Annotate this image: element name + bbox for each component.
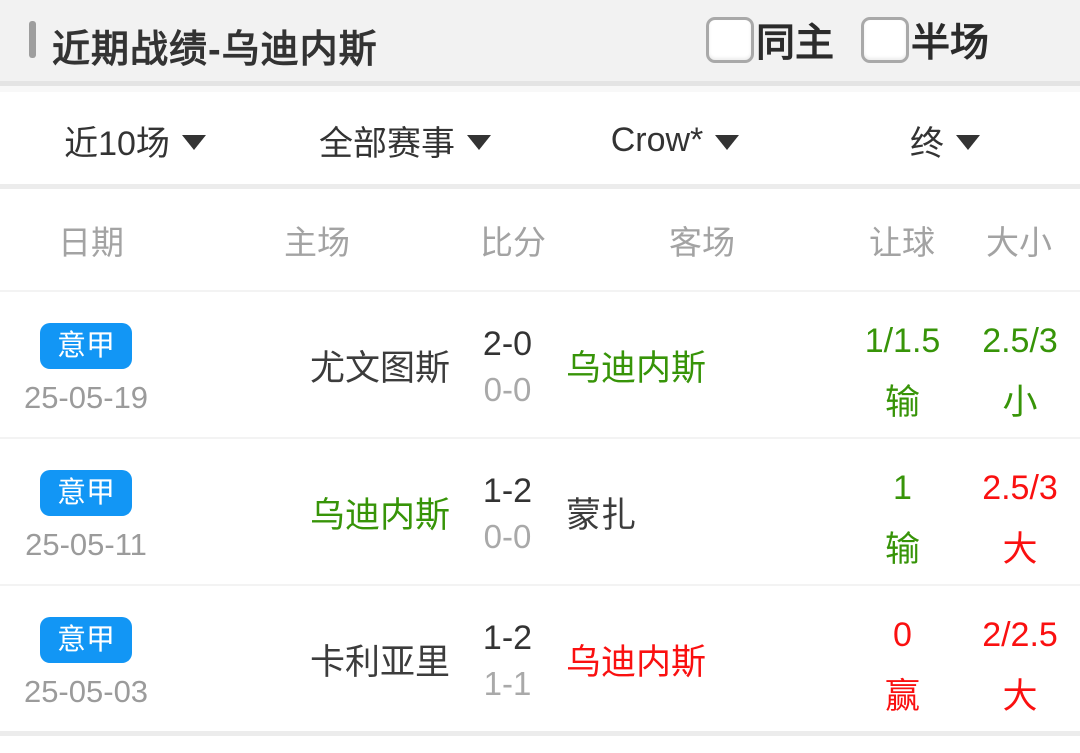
handicap-result: 赢 (884, 677, 920, 716)
col-header-date: 日期 (58, 223, 124, 261)
col-header-over-under: 大小 (986, 223, 1052, 261)
league-date-cell: 意甲 25-05-03 (20, 586, 152, 733)
filter-bookmaker-label: Crow* (610, 121, 704, 159)
score-half-time: 0-0 (483, 518, 532, 555)
half-time-checkbox-item: 半场 (861, 12, 989, 68)
home-team: 卡利亚里 (309, 643, 450, 682)
handicap-line: 1/1.5 (864, 322, 941, 360)
match-date: 25-05-19 (23, 380, 149, 415)
home-team: 尤文图斯 (309, 349, 450, 388)
dropdown-arrow-icon (467, 135, 491, 150)
handicap-result: 输 (884, 383, 920, 422)
league-date-cell: 意甲 25-05-11 (20, 439, 152, 586)
score-full-time: 2-0 (482, 325, 533, 363)
handicap-result: 输 (884, 530, 920, 569)
over-under-cell: 2/2.5 大 (945, 586, 1080, 733)
title-accent-bar (29, 21, 36, 58)
dropdown-arrow-icon (956, 135, 980, 150)
over-under-result: 大 (1002, 530, 1038, 569)
over-under-cell: 2.5/3 大 (945, 439, 1080, 586)
over-under-result: 小 (1002, 383, 1038, 422)
league-badge: 意甲 (40, 323, 132, 369)
divider (0, 184, 1080, 189)
col-header-score: 比分 (480, 223, 546, 261)
dropdown-arrow-icon (715, 135, 740, 150)
divider (0, 731, 1080, 736)
half-time-checkbox[interactable] (861, 17, 910, 63)
half-time-checkbox-label[interactable]: 半场 (911, 22, 990, 65)
away-team: 蒙扎 (566, 496, 637, 535)
col-header-home: 主场 (284, 223, 350, 261)
match-date: 25-05-03 (23, 674, 149, 709)
score-cell: 1-2 1-1 (455, 586, 560, 733)
handicap-line: 0 (893, 616, 912, 654)
filter-odds-time-label: 终 (910, 125, 944, 163)
handicap-cell: 0 赢 (830, 586, 975, 733)
away-team: 乌迪内斯 (566, 643, 707, 682)
over-under-cell: 2.5/3 小 (945, 292, 1080, 439)
same-home-checkbox-item: 同主 (706, 12, 834, 68)
over-under-line: 2/2.5 (982, 616, 1058, 654)
filter-row: 近10场 全部赛事 Crow* 终 (0, 97, 1080, 184)
league-badge: 意甲 (40, 617, 132, 663)
table-header: 日期 主场 比分 客场 让球 大小 (0, 189, 1080, 290)
over-under-line: 2.5/3 (982, 469, 1058, 507)
handicap-cell: 1 输 (830, 439, 975, 586)
col-header-away: 客场 (669, 223, 735, 261)
away-team: 乌迪内斯 (566, 349, 707, 388)
over-under-result: 大 (1002, 677, 1038, 716)
filter-odds-time[interactable]: 终 (810, 116, 1080, 165)
home-team: 乌迪内斯 (309, 496, 450, 535)
score-cell: 2-0 0-0 (455, 292, 560, 439)
match-rows: 意甲 25-05-19 尤文图斯 2-0 0-0 乌迪内斯 1/1.5 输 2.… (0, 290, 1080, 731)
filter-match-range[interactable]: 近10场 (0, 116, 270, 165)
score-cell: 1-2 0-0 (455, 439, 560, 586)
checkbox-group: 同主 半场 (706, 12, 989, 68)
filter-bookmaker[interactable]: Crow* (540, 121, 810, 160)
over-under-line: 2.5/3 (982, 322, 1058, 360)
panel-header: 近期战绩-乌迪内斯 同主 半场 (0, 0, 1080, 92)
page-title: 近期战绩-乌迪内斯 (52, 29, 378, 71)
dropdown-arrow-icon (181, 135, 206, 150)
filter-match-range-label: 近10场 (64, 125, 170, 163)
filter-competition-label: 全部赛事 (319, 125, 455, 163)
filter-competition[interactable]: 全部赛事 (270, 116, 540, 165)
col-header-handicap: 让球 (869, 223, 935, 261)
score-full-time: 1-2 (482, 472, 533, 510)
league-date-cell: 意甲 25-05-19 (20, 292, 152, 439)
same-home-checkbox[interactable] (706, 17, 754, 63)
league-badge: 意甲 (40, 470, 132, 516)
same-home-checkbox-label[interactable]: 同主 (756, 22, 835, 65)
score-full-time: 1-2 (482, 619, 533, 657)
match-row[interactable]: 意甲 25-05-19 尤文图斯 2-0 0-0 乌迪内斯 1/1.5 输 2.… (0, 290, 1080, 437)
score-half-time: 1-1 (483, 665, 532, 702)
match-date: 25-05-11 (25, 527, 147, 562)
handicap-cell: 1/1.5 输 (830, 292, 975, 439)
match-row[interactable]: 意甲 25-05-03 卡利亚里 1-2 1-1 乌迪内斯 0 赢 2/2.5 … (0, 584, 1080, 731)
handicap-line: 1 (893, 469, 912, 507)
match-row[interactable]: 意甲 25-05-11 乌迪内斯 1-2 0-0 蒙扎 1 输 2.5/3 大 (0, 437, 1080, 584)
score-half-time: 0-0 (483, 371, 532, 408)
